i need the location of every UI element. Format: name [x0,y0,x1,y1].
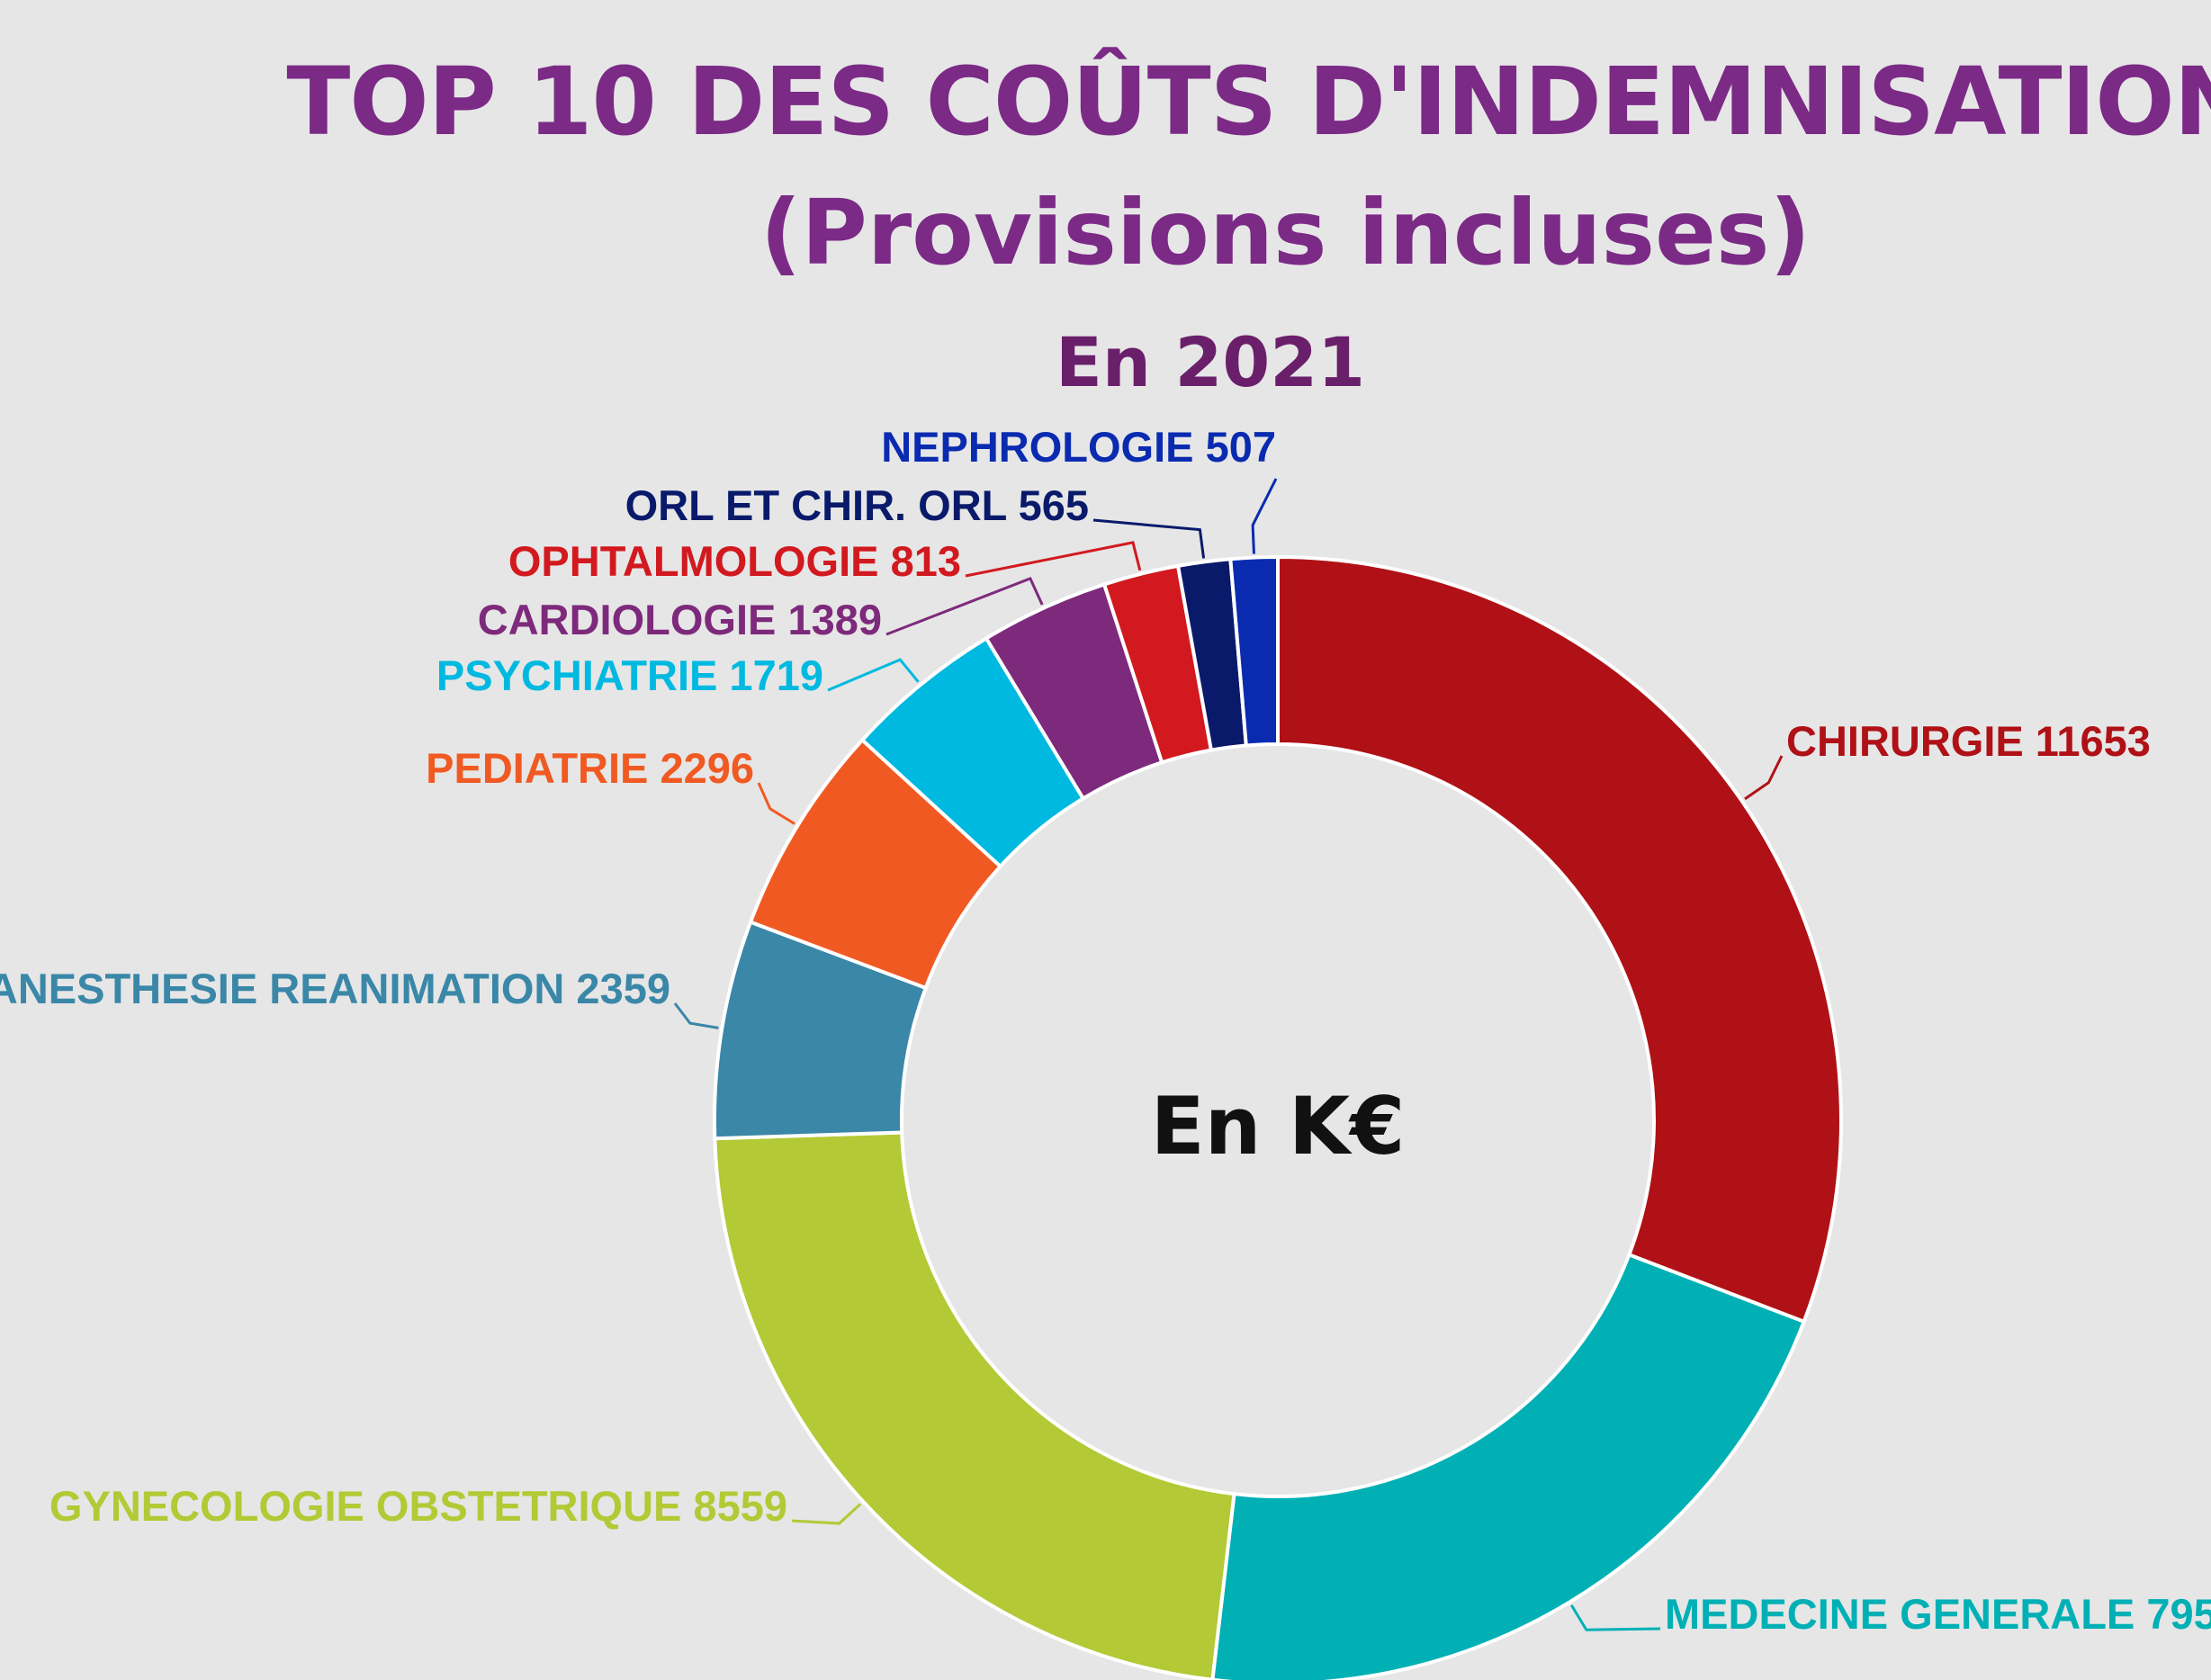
slice-gynecologie-obstetrique [713,1130,1236,1680]
slice-chirurgie [1276,554,1843,1325]
slice-label: NEPHROLOGIE 507 [881,423,1276,471]
chart-year-label: En 2021 [1055,322,1365,402]
slice-label: ANESTHESIE REANIMATION 2359 [0,965,670,1012]
donut-slices [713,554,1843,1680]
leader-lines [673,478,1784,1631]
slice-label: PSYCHIATRIE 1719 [436,651,823,699]
slice-label: PEDIATRIE 2296 [426,744,754,792]
chart-title: TOP 10 DES COÛTS D'INDEMNISATION [286,47,2211,157]
leader-line [965,541,1142,578]
slice-label: ORL ET CHIR. ORL 565 [625,481,1089,529]
slice-label: GYNECOLOGIE OBSTETRIQUE 8559 [49,1482,787,1530]
leader-line [757,782,795,825]
leader-line [1570,1604,1661,1631]
slice-label: OPHTALMOLOGIE 813 [508,537,961,585]
leader-line [1092,518,1206,559]
chart-title-line2: (Provisions incluses) [759,180,1811,285]
leader-line [1744,755,1784,801]
leader-line [1251,478,1278,554]
leader-line [827,658,920,692]
slice-medecine-generale [1210,1252,1807,1680]
leader-line [791,1503,862,1525]
slice-nephrologie [1228,554,1280,748]
slice-label: CARDIOLOGIE 1389 [478,596,882,643]
leader-line [885,576,1044,636]
center-label: En K€ [1151,1080,1406,1172]
slice-label: CHIRURGIE 11653 [1786,717,2151,765]
slice-labels: CHIRURGIE 11653 MEDECINE GENERALE 7954 GYN… [0,423,2211,1638]
leader-line [673,1002,719,1029]
slice-label: MEDECINE GENERALE 7954 [1665,1590,2211,1638]
